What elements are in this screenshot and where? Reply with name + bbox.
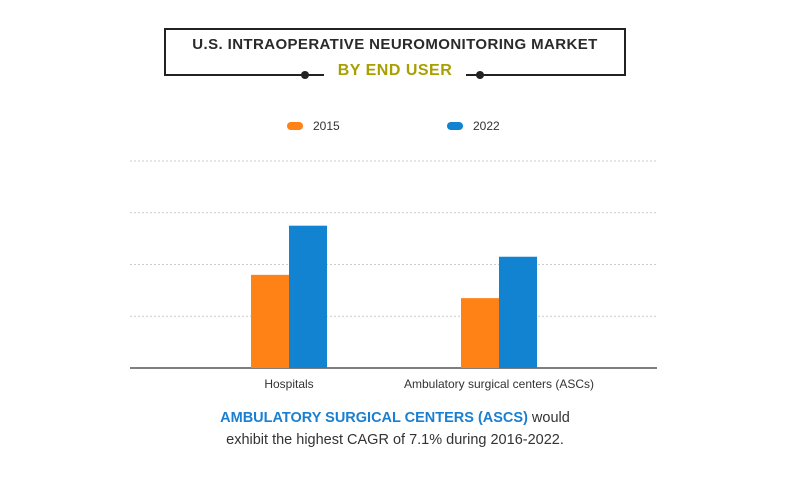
legend-item-2022: 2022 (447, 119, 500, 133)
footnote-line-2: exhibit the highest CAGR of 7.1% during … (226, 432, 564, 448)
chart-subtitle: BY END USER (323, 62, 467, 80)
bar-2015-ascs (461, 298, 499, 368)
bar-chart: Hospitals Ambulatory surgical centers (AS… (130, 160, 657, 391)
subtitle-row: BY END USER (0, 62, 790, 80)
legend-label-2015: 2015 (313, 119, 340, 133)
bar-2022-hospitals (289, 225, 327, 368)
subtitle-left-dot (301, 71, 309, 79)
footnote: AMBULATORY SURGICAL CENTERS (ASCS) would… (0, 407, 790, 451)
bar-2022-ascs (499, 256, 537, 368)
bar-2015-hospitals (251, 274, 289, 368)
x-tick-label: Ambulatory surgical centers (ASCs) (404, 377, 594, 391)
chart-title: U.S. INTRAOPERATIVE NEUROMONITORING MARK… (192, 36, 598, 53)
x-tick-label: Hospitals (264, 377, 313, 391)
subtitle-right-dot (476, 71, 484, 79)
legend-swatch-2015 (287, 122, 303, 130)
legend-label-2022: 2022 (473, 119, 500, 133)
footnote-line1-rest: would (527, 410, 570, 426)
legend-swatch-2022 (447, 122, 463, 130)
legend-item-2015: 2015 (287, 119, 340, 133)
footnote-line-1: AMBULATORY SURGICAL CENTERS (ASCS) would (0, 407, 790, 429)
footnote-highlight: AMBULATORY SURGICAL CENTERS (ASCS) (220, 410, 528, 426)
